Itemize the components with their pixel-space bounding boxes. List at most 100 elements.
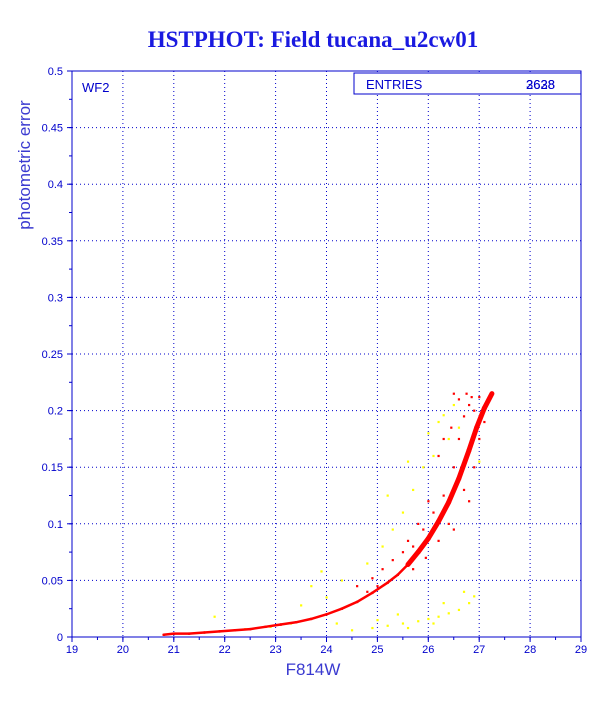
y-tick-label: 0: [57, 632, 63, 644]
x-tick-labels: 19 20 21 22 23 24 25 26 27 28 29: [66, 644, 587, 656]
y-tick-label: 0.3: [48, 292, 63, 304]
data-point: [432, 622, 435, 625]
data-point: [437, 420, 440, 424]
data-ridge: [474, 405, 487, 431]
data-ridge: [279, 621, 298, 626]
data-point: [350, 629, 354, 632]
y-tick-label: 0.15: [42, 462, 63, 474]
data-point: [391, 528, 394, 531]
data-point: [320, 570, 323, 573]
y-tick-label: 0.35: [42, 236, 63, 248]
data-point: [340, 579, 343, 582]
stats-box: ENTRIES 2628 3638: [353, 72, 582, 95]
y-tick-label: 0.5: [48, 66, 63, 78]
x-tick-label: 25: [371, 644, 383, 656]
data-point: [386, 494, 389, 497]
data-point: [381, 568, 384, 571]
x-tick-label: 19: [66, 644, 78, 656]
data-point: [442, 602, 445, 605]
x-tick-label: 23: [269, 644, 281, 656]
data-ridge: [446, 476, 462, 505]
panel-label: WF2: [82, 80, 109, 95]
data-point: [478, 460, 481, 463]
data-point: [437, 539, 440, 542]
data-point: [437, 615, 440, 618]
data-point: [478, 396, 481, 399]
x-axis-label: F814W: [286, 660, 341, 679]
data-point: [462, 415, 466, 418]
data-point: [310, 585, 313, 588]
data-ridge: [456, 447, 472, 482]
data-ridge: [425, 519, 441, 542]
data-ridge: [405, 549, 421, 568]
data-point: [452, 403, 455, 407]
data-ridge: [162, 632, 176, 636]
data-point: [412, 568, 415, 571]
data-point: [412, 545, 415, 548]
gridlines: [67, 70, 582, 642]
data-point: [401, 551, 405, 554]
data-ridge: [481, 391, 495, 411]
data-point: [452, 528, 455, 531]
data-point: [483, 420, 486, 424]
data-point: [396, 613, 399, 616]
stats-entries-value-1: 2628: [526, 77, 555, 92]
data-point: [427, 500, 430, 503]
data-point: [470, 396, 473, 399]
data-ridge: [386, 573, 400, 584]
data-point: [452, 392, 455, 395]
data-point: [424, 556, 427, 559]
data-point: [412, 488, 415, 492]
data-point: [457, 437, 461, 441]
y-tick-label: 0.05: [42, 575, 63, 587]
y-tick-label: 0.25: [42, 349, 63, 361]
data-ridge: [187, 631, 206, 635]
data-point: [376, 619, 379, 622]
data-point: [422, 466, 425, 469]
data-point: [401, 511, 405, 514]
data-point: [401, 622, 405, 625]
data-point: [300, 604, 303, 607]
data-point: [422, 528, 425, 531]
data-point: [335, 622, 338, 625]
data-ridge: [371, 581, 389, 595]
x-tick-label: 20: [117, 644, 129, 656]
data-point: [473, 409, 476, 412]
data-point: [447, 522, 450, 525]
data-point: [381, 545, 384, 548]
data-point: [450, 426, 453, 429]
data-point: [391, 559, 394, 562]
y-tick-label: 0.4: [48, 179, 63, 191]
y-axis-label: photometric error: [15, 100, 34, 230]
data-point: [468, 602, 471, 605]
data-points: [162, 391, 495, 636]
data-point: [468, 403, 471, 407]
x-tick-label: 29: [575, 644, 587, 656]
data-point: [473, 595, 476, 598]
data-point: [325, 596, 328, 599]
x-tick-label: 26: [422, 644, 434, 656]
data-point: [371, 626, 374, 630]
data-point: [427, 617, 430, 621]
data-point: [437, 454, 440, 458]
data-point: [386, 624, 389, 627]
data-point: [468, 500, 471, 503]
data-ridge: [248, 625, 267, 631]
data-ridge: [264, 623, 282, 629]
stats-entries-label: ENTRIES: [366, 77, 423, 92]
y-tick-label: 0.2: [48, 406, 63, 418]
data-point: [213, 615, 216, 618]
data-point: [406, 539, 410, 542]
x-tick-label: 21: [168, 644, 180, 656]
data-point: [442, 494, 445, 497]
data-point: [447, 437, 450, 441]
data-point: [457, 398, 461, 401]
data-point: [478, 437, 481, 441]
stats-box-frame: [353, 72, 582, 95]
x-tick-label: 22: [219, 644, 231, 656]
y-tick-labels: 0 0.05 0.1 0.15 0.2 0.25 0.3 0.35 0.4 0.45 0.5: [42, 66, 63, 644]
y-tick-label: 0.1: [48, 519, 63, 531]
y-tick-label: 0.45: [42, 123, 63, 135]
data-point: [462, 488, 466, 492]
